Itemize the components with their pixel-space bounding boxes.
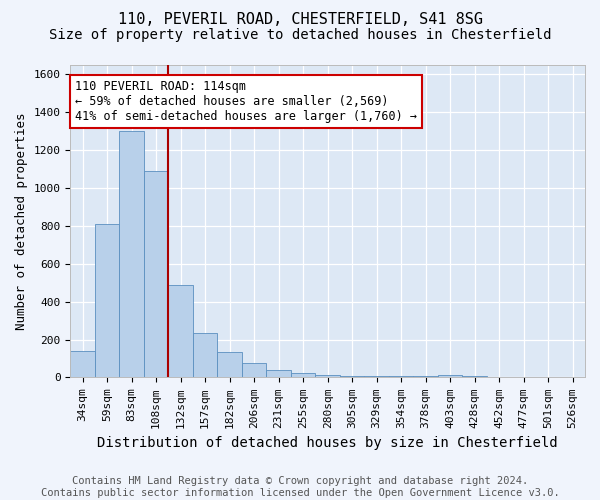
Y-axis label: Number of detached properties: Number of detached properties	[15, 112, 28, 330]
Bar	[266, 370, 291, 378]
Bar	[316, 374, 340, 378]
Bar	[193, 333, 217, 378]
Bar	[242, 363, 266, 378]
Bar	[389, 376, 413, 378]
Text: Contains HM Land Registry data © Crown copyright and database right 2024.
Contai: Contains HM Land Registry data © Crown c…	[41, 476, 559, 498]
Bar	[70, 351, 95, 378]
Bar	[291, 372, 316, 378]
Text: 110 PEVERIL ROAD: 114sqm
← 59% of detached houses are smaller (2,569)
41% of sem: 110 PEVERIL ROAD: 114sqm ← 59% of detach…	[75, 80, 417, 123]
Bar	[413, 376, 438, 378]
Bar	[463, 376, 487, 378]
Bar	[438, 374, 463, 378]
Bar	[217, 352, 242, 378]
Text: 110, PEVERIL ROAD, CHESTERFIELD, S41 8SG: 110, PEVERIL ROAD, CHESTERFIELD, S41 8SG	[118, 12, 482, 28]
Bar	[95, 224, 119, 378]
Bar	[169, 284, 193, 378]
Bar	[340, 376, 364, 378]
Bar	[119, 132, 144, 378]
Bar	[144, 171, 169, 378]
X-axis label: Distribution of detached houses by size in Chesterfield: Distribution of detached houses by size …	[97, 436, 558, 450]
Text: Size of property relative to detached houses in Chesterfield: Size of property relative to detached ho…	[49, 28, 551, 42]
Bar	[364, 376, 389, 378]
